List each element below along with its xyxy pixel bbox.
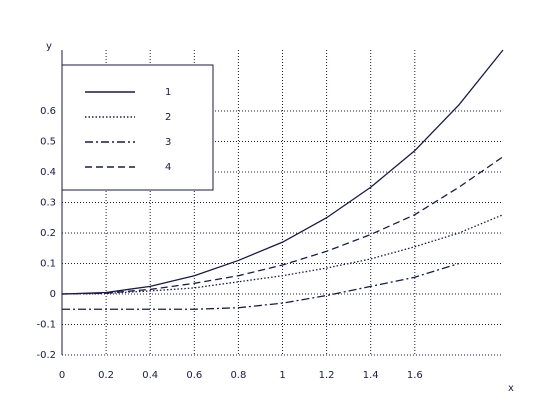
x-tick-label: 0.6	[186, 370, 202, 381]
y-tick-label: 0.6	[40, 106, 56, 117]
x-axis-label: x	[508, 383, 514, 394]
x-tick-label: 1.2	[319, 370, 335, 381]
series-line	[61, 214, 504, 295]
legend-box	[61, 64, 214, 191]
series-line	[61, 156, 504, 295]
legend-label: 4	[165, 162, 171, 173]
x-tick-label: 1.6	[407, 370, 423, 381]
y-tick-label: -0.2	[36, 350, 56, 361]
legend-label: 1	[165, 87, 171, 98]
legend-label: 2	[165, 112, 171, 123]
y-tick-label: 0.4	[40, 167, 56, 178]
series-line	[61, 49, 504, 295]
x-tick-label: 0.4	[142, 370, 158, 381]
series-line	[62, 262, 460, 310]
x-tick-label: 1.4	[363, 370, 379, 381]
x-tick-label: 1	[279, 370, 285, 381]
legend-label: 3	[165, 137, 171, 148]
y-tick-label: 0.3	[40, 198, 56, 209]
y-tick-label: 0.1	[40, 259, 56, 270]
x-tick-label: 0	[59, 370, 65, 381]
x-tick-label: 0.2	[98, 370, 114, 381]
y-tick-label: 0.2	[40, 228, 56, 239]
y-axis-label: y	[46, 41, 52, 52]
y-tick-label: 0	[50, 289, 56, 300]
y-tick-label: 0.5	[40, 137, 56, 148]
y-tick-label: -0.1	[36, 320, 56, 331]
x-tick-label: 0.8	[230, 370, 246, 381]
